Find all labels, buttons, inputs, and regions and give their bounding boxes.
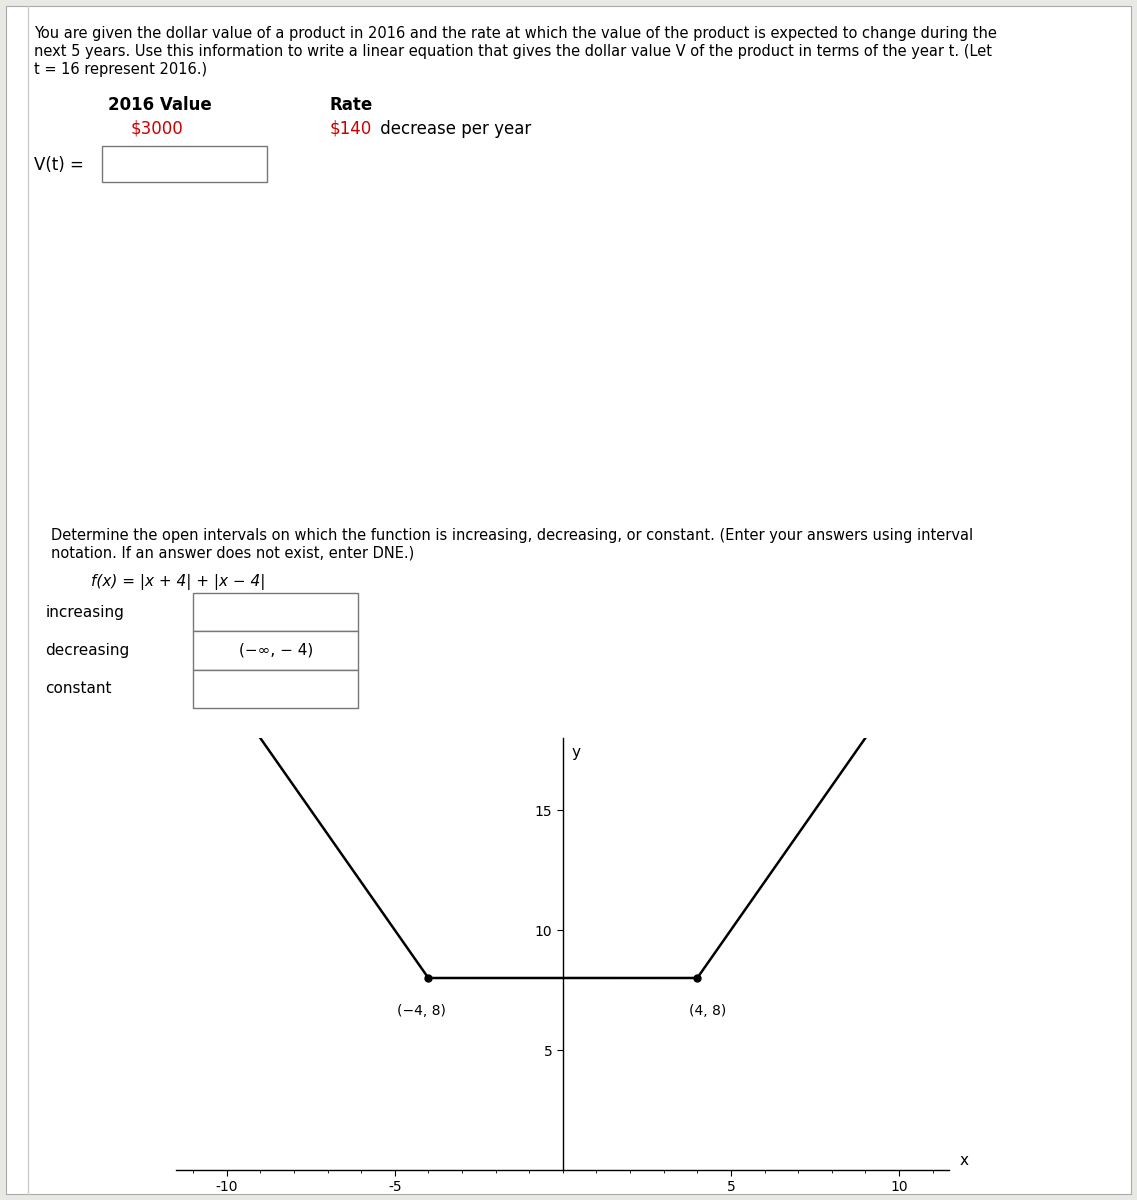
FancyBboxPatch shape [193, 631, 358, 670]
Text: constant: constant [45, 682, 111, 696]
Text: $140: $140 [330, 120, 372, 138]
Text: x: x [960, 1153, 969, 1168]
Text: y: y [571, 745, 580, 761]
FancyBboxPatch shape [193, 670, 358, 708]
Text: $3000: $3000 [131, 120, 183, 138]
Text: t = 16 represent 2016.): t = 16 represent 2016.) [34, 62, 207, 77]
Text: Rate: Rate [330, 96, 373, 114]
FancyBboxPatch shape [102, 146, 267, 182]
Text: 2016 Value: 2016 Value [108, 96, 211, 114]
FancyBboxPatch shape [193, 593, 358, 631]
Text: (4, 8): (4, 8) [689, 1004, 727, 1019]
Text: (−∞, − 4): (−∞, − 4) [239, 643, 313, 658]
Text: decrease per year: decrease per year [375, 120, 531, 138]
Text: increasing: increasing [45, 605, 124, 619]
Text: V(t) =: V(t) = [34, 156, 84, 174]
Text: f(x) = |x + 4| + |x − 4|: f(x) = |x + 4| + |x − 4| [91, 574, 265, 589]
Text: Determine the open intervals on which the function is increasing, decreasing, or: Determine the open intervals on which th… [51, 528, 973, 542]
FancyBboxPatch shape [6, 6, 1131, 1194]
Text: next 5 years. Use this information to write a linear equation that gives the dol: next 5 years. Use this information to wr… [34, 44, 993, 59]
Text: decreasing: decreasing [45, 643, 130, 658]
Text: You are given the dollar value of a product in 2016 and the rate at which the va: You are given the dollar value of a prod… [34, 26, 997, 41]
Text: notation. If an answer does not exist, enter DNE.): notation. If an answer does not exist, e… [51, 546, 414, 560]
Text: (−4, 8): (−4, 8) [397, 1004, 446, 1019]
